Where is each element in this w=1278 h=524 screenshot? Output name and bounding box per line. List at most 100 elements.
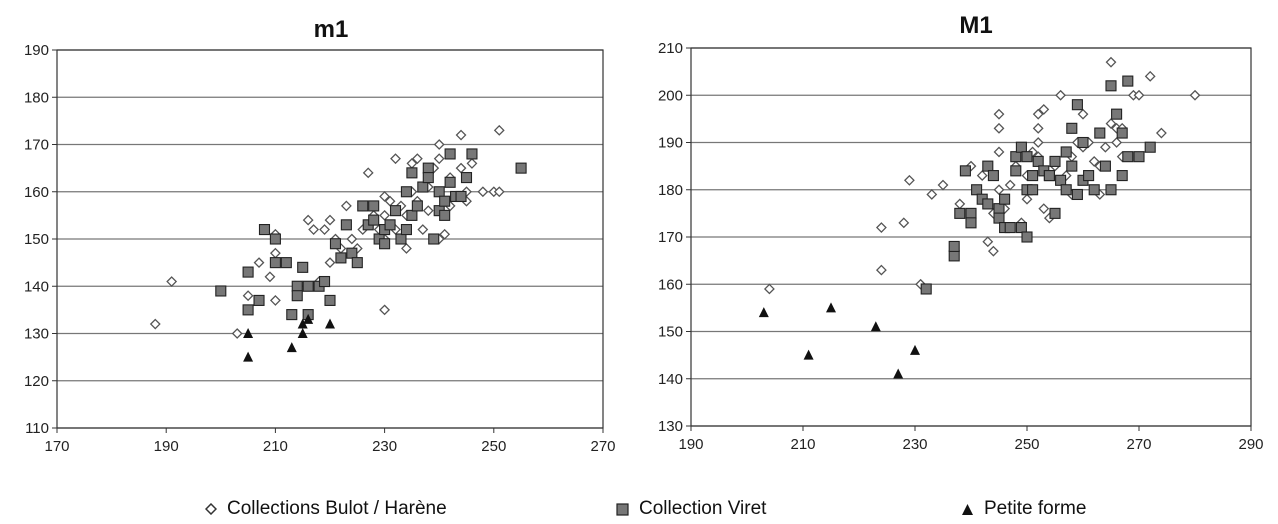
point-viret (324, 294, 336, 306)
point-viret (1032, 155, 1044, 167)
y-tick-label: 110 (25, 420, 49, 437)
point-bulot-harene (466, 157, 478, 169)
x-tick-label: 190 (154, 438, 179, 455)
y-tick-label: 130 (658, 418, 683, 435)
point-viret (417, 181, 429, 193)
point-viret (329, 238, 342, 250)
point-bulot-harene (231, 328, 243, 339)
point-bulot-harene (993, 108, 1005, 120)
point-viret (1116, 127, 1128, 139)
point-viret (411, 200, 423, 212)
point-viret (335, 252, 347, 264)
point-viret (1105, 80, 1117, 92)
point-bulot-harene (1077, 108, 1089, 120)
point-viret (1077, 136, 1089, 149)
point-viret (1116, 170, 1128, 182)
point-viret (1021, 151, 1033, 163)
point-viret (346, 247, 358, 259)
y-tick-label: 130 (24, 326, 49, 343)
legend-label: Collections Bulot / Harène (227, 498, 447, 519)
point-bulot-harene (1032, 108, 1044, 120)
point-viret (920, 283, 932, 295)
point-petite-forme (870, 321, 881, 332)
point-viret (1015, 222, 1027, 234)
point-viret (444, 176, 456, 188)
point-petite-forme (243, 351, 254, 362)
point-viret (1144, 141, 1156, 153)
point-viret (1111, 108, 1123, 120)
point-viret (400, 186, 412, 198)
point-bulot-harene (346, 233, 358, 245)
point-bulot-harene (1105, 118, 1117, 130)
point-viret (400, 224, 412, 236)
y-tick-label: 140 (658, 371, 683, 388)
point-bulot-harene (1155, 127, 1167, 139)
point-viret (948, 250, 960, 262)
point-petite-forme (325, 318, 335, 329)
point-bulot-harene (875, 264, 887, 276)
chart-title: m1 (314, 16, 349, 43)
point-viret (406, 167, 418, 179)
point-bulot-harene (390, 153, 401, 165)
x-tick-label: 270 (590, 438, 615, 455)
y-tick-label: 120 (24, 373, 49, 390)
point-viret (439, 195, 451, 207)
point-viret (291, 280, 303, 292)
x-tick-label: 230 (902, 436, 927, 453)
point-bulot-harene (875, 222, 887, 233)
point-viret (395, 233, 407, 245)
point-bulot-harene (433, 153, 445, 165)
point-viret (286, 309, 298, 321)
point-viret (1049, 155, 1061, 167)
point-bulot-harene (302, 214, 314, 226)
point-viret (253, 294, 265, 306)
legend-label: Petite forme (984, 498, 1087, 519)
point-bulot-harene (493, 186, 505, 198)
point-viret (439, 209, 451, 221)
y-tick-label: 160 (24, 184, 49, 201)
point-viret (999, 193, 1011, 205)
triangle-marker-icon (962, 503, 973, 515)
point-viret (258, 224, 271, 236)
x-tick-label: 290 (1238, 436, 1263, 453)
point-bulot-harene (1004, 179, 1016, 191)
point-viret (269, 257, 281, 269)
point-viret (1049, 207, 1061, 219)
point-bulot-harene (379, 191, 391, 202)
point-viret (357, 200, 369, 212)
point-viret (302, 280, 314, 292)
legend-item-bulot: Collections Bulot / Harène (205, 498, 447, 520)
point-bulot-harene (477, 186, 489, 198)
point-viret (1027, 184, 1039, 196)
point-viret (389, 205, 402, 217)
point-viret (1010, 151, 1022, 163)
x-tick-label: 210 (263, 438, 288, 455)
point-viret (1083, 170, 1095, 182)
point-viret (1015, 141, 1027, 153)
y-tick-label: 190 (24, 42, 49, 59)
square-marker-icon (616, 502, 629, 516)
point-bulot-harene (954, 198, 966, 210)
point-viret (379, 238, 391, 250)
point-viret (1060, 146, 1072, 158)
point-bulot-harene (340, 200, 352, 212)
y-tick-label: 170 (658, 229, 683, 246)
point-bulot-harene (987, 245, 999, 257)
point-bulot-harene (324, 214, 336, 226)
point-viret (428, 233, 440, 245)
x-tick-label: 250 (481, 438, 506, 455)
point-bulot-harene (362, 167, 374, 179)
point-viret (433, 186, 445, 198)
point-bulot-harene (1021, 193, 1033, 205)
point-viret (466, 148, 478, 160)
point-petite-forme (303, 313, 314, 324)
point-viret (422, 162, 434, 174)
x-tick-label: 250 (1014, 436, 1039, 453)
point-bulot-harene (1099, 141, 1111, 153)
point-viret (1105, 184, 1117, 196)
point-viret (1122, 151, 1134, 163)
point-bulot-harene (1105, 56, 1117, 68)
point-viret (1004, 222, 1016, 234)
y-tick-label: 210 (658, 40, 683, 57)
x-tick-label: 190 (678, 436, 703, 453)
